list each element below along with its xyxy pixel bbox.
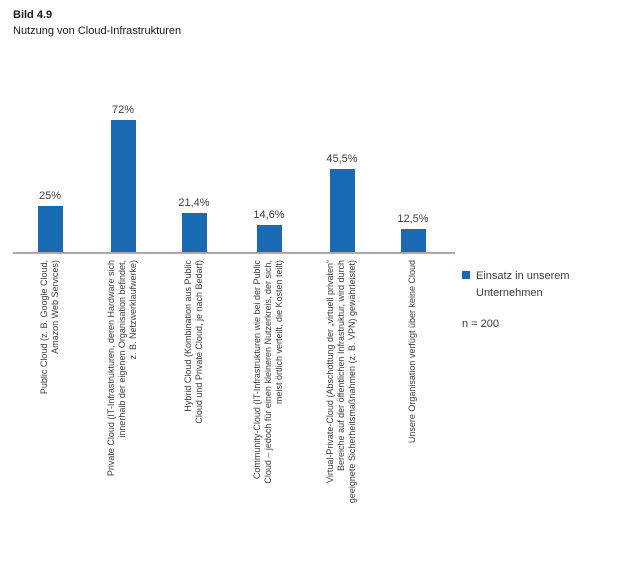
bar-group-community-cloud: 14,6%: [233, 209, 305, 252]
bar-public-cloud: [37, 206, 63, 252]
bar-keine-cloud: [400, 229, 426, 252]
legend-swatch-icon: [462, 271, 470, 279]
bar-value-label: 45,5%: [326, 152, 358, 165]
chart-title: Nutzung von Cloud-Infrastrukturen: [13, 25, 182, 37]
bar-value-label: 25%: [38, 190, 62, 203]
legend: Einsatz in unserem Unternehmen: [462, 268, 570, 302]
bar-virtual-private-cloud: [329, 168, 355, 252]
bar-group-hybrid-cloud: 21,4%: [158, 197, 230, 252]
bar-group-keine-cloud: 12,5%: [377, 213, 449, 252]
legend-series-label: Einsatz in unserem Unternehmen: [476, 270, 570, 299]
bar-value-label: 21,4%: [178, 196, 210, 209]
bar-community-cloud: [256, 225, 282, 252]
bar-group-virtual-private-cloud: 45,5%: [306, 153, 378, 252]
bar-group-public-cloud: 25%: [14, 190, 86, 252]
bar-hybrid-cloud: [181, 212, 207, 252]
bar-value-label: 12,5%: [397, 213, 429, 226]
bar-private-cloud: [110, 120, 136, 252]
bar-value-label: 14,6%: [253, 209, 285, 222]
plot-area: 25% 72% 21,4% 14,6% 45,5% 12,5%: [13, 90, 455, 254]
bar-group-private-cloud: 72%: [87, 104, 159, 252]
sample-size-label: n = 200: [462, 318, 500, 330]
bar-value-label: 72%: [111, 104, 135, 117]
figure-number: Bild 4.9: [13, 9, 53, 21]
